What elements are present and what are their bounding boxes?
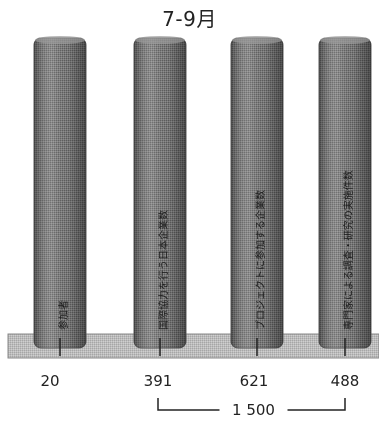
bar-value-label: 391 <box>144 372 173 390</box>
bar <box>318 36 372 356</box>
bar-shading <box>34 38 86 348</box>
bar-shading <box>134 38 186 348</box>
bar-value-label: 20 <box>40 372 59 390</box>
bar <box>133 36 187 356</box>
bar-category-label: 専門家による調査・研究の実施件数 <box>342 170 355 330</box>
bar-top-cap <box>135 36 185 44</box>
bar-top-cap <box>232 36 282 44</box>
bar-value-label: 488 <box>331 372 360 390</box>
bar-category-label: 参加者 <box>57 300 70 330</box>
chart-title: 7-9月 <box>162 7 217 31</box>
bar-shading <box>319 38 371 348</box>
bar-top-cap <box>320 36 370 44</box>
bar-top-cap <box>35 36 85 44</box>
bar-shading <box>231 38 283 348</box>
bar-category-label: 国際協力を行う日本企業数 <box>157 210 170 330</box>
bar-value-label: 621 <box>240 372 269 390</box>
bar <box>33 36 87 356</box>
group-total-bracket <box>157 398 346 411</box>
group-total-label: 1 500 <box>232 401 275 419</box>
bar-category-label: プロジェクトに参加する企業数 <box>254 190 267 330</box>
bar <box>230 36 284 356</box>
